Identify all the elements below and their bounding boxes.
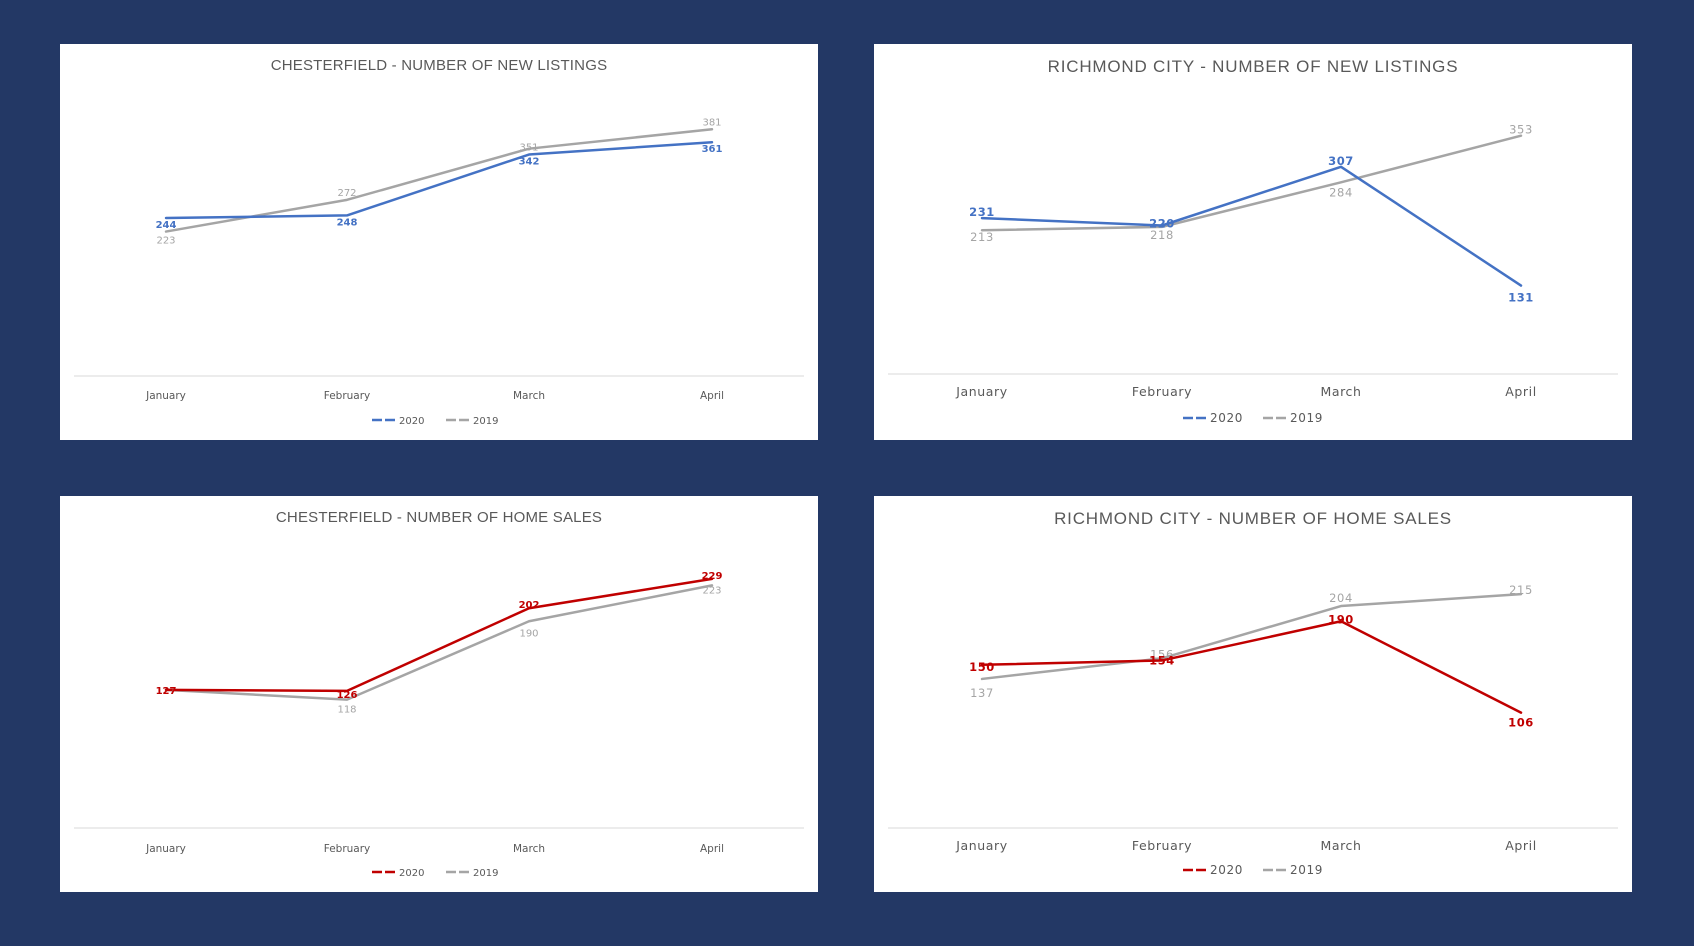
data-label: 106 <box>1508 716 1534 730</box>
x-tick-label: April <box>1505 838 1537 853</box>
legend-label: 2020 <box>1210 863 1243 877</box>
line-chart: January February March April 213 218 284 353 231… <box>888 123 1618 425</box>
x-tick-label: March <box>1320 838 1361 853</box>
x-tick-label: January <box>145 390 186 402</box>
data-label: 351 <box>519 143 538 154</box>
x-tick-label: February <box>1132 838 1192 853</box>
chart-title: CHESTERFIELD - NUMBER OF HOME SALES <box>275 509 603 526</box>
legend-label: 2019 <box>1290 863 1323 877</box>
line-chart: January February March April 137 156 204 215 150… <box>888 583 1618 877</box>
chart-title: CHESTERFIELD - NUMBER OF NEW LISTINGS <box>270 57 608 74</box>
data-label: 154 <box>1149 653 1175 667</box>
x-tick-label: March <box>1320 384 1361 399</box>
data-label: 202 <box>519 600 540 611</box>
chart-panel-chesterfield-sales: CHESTERFIELD - NUMBER OF HOME SALES Janu… <box>60 496 818 892</box>
legend-label: 2020 <box>1210 411 1243 425</box>
x-tick-label: March <box>513 390 545 402</box>
series-line-2019 <box>980 134 1523 232</box>
legend-label: 2019 <box>473 416 498 427</box>
x-tick-label: March <box>513 843 545 855</box>
data-label: 213 <box>970 230 994 244</box>
data-label: 220 <box>1149 217 1175 231</box>
data-label: 131 <box>1508 291 1534 305</box>
data-label: 137 <box>970 686 994 700</box>
data-label: 127 <box>156 686 175 697</box>
data-label: 218 <box>1150 228 1174 242</box>
data-label: 353 <box>1509 123 1533 137</box>
x-tick-label: January <box>955 838 1008 853</box>
data-label: 244 <box>156 220 177 231</box>
x-tick-label: February <box>324 843 371 855</box>
chart-panel-chesterfield-listings: CHESTERFIELD - NUMBER OF NEW LISTINGS Ja… <box>60 44 818 440</box>
data-label: 127 <box>156 686 177 697</box>
data-label: 284 <box>1329 185 1353 199</box>
data-label: 150 <box>969 660 995 674</box>
data-label: 156 <box>1150 647 1174 661</box>
x-tick-label: April <box>700 390 724 402</box>
data-label: 248 <box>337 217 358 228</box>
x-tick-label: April <box>1505 384 1537 399</box>
data-label: 231 <box>969 205 995 219</box>
data-label: 190 <box>519 628 538 639</box>
data-label: 229 <box>702 571 723 582</box>
chart-panel-richmond-listings: RICHMOND CITY - NUMBER OF NEW LISTINGS J… <box>874 44 1632 440</box>
series-line-2019 <box>980 592 1523 681</box>
series-line-2019 <box>164 584 714 701</box>
data-label: 190 <box>1328 612 1354 626</box>
x-tick-label: January <box>955 384 1008 399</box>
data-label: 126 <box>337 690 358 701</box>
chart-title: RICHMOND CITY - NUMBER OF HOME SALES <box>1054 509 1452 528</box>
x-tick-label: January <box>145 843 186 855</box>
legend-label: 2020 <box>399 416 424 427</box>
legend-label: 2019 <box>1290 411 1323 425</box>
data-label: 381 <box>702 117 721 128</box>
x-tick-label: April <box>700 843 724 855</box>
data-label: 342 <box>519 157 540 168</box>
line-chart: January February March April127118190223127… <box>74 571 804 879</box>
series-line-2020 <box>980 620 1523 714</box>
chart-title: RICHMOND CITY - NUMBER OF NEW LISTINGS <box>1047 57 1459 76</box>
legend-label: 2019 <box>473 868 498 879</box>
data-label: 272 <box>337 188 356 199</box>
line-chart: January February March April 223 272 351 381 244… <box>74 117 804 427</box>
x-tick-label: February <box>324 390 371 402</box>
data-label: 307 <box>1328 154 1354 168</box>
data-label: 215 <box>1509 583 1533 597</box>
series-line-2020 <box>980 165 1523 287</box>
data-label: 361 <box>702 144 723 155</box>
data-label: 118 <box>337 705 356 716</box>
chart-panel-richmond-sales: RICHMOND CITY - NUMBER OF HOME SALES Jan… <box>874 496 1632 892</box>
series-line-2020 <box>164 577 714 693</box>
data-label: 223 <box>156 236 175 247</box>
legend-label: 2020 <box>399 868 424 879</box>
data-label: 204 <box>1329 591 1353 605</box>
x-tick-label: February <box>1132 384 1192 399</box>
series-line-2020 <box>164 140 714 220</box>
data-label: 223 <box>702 585 721 596</box>
